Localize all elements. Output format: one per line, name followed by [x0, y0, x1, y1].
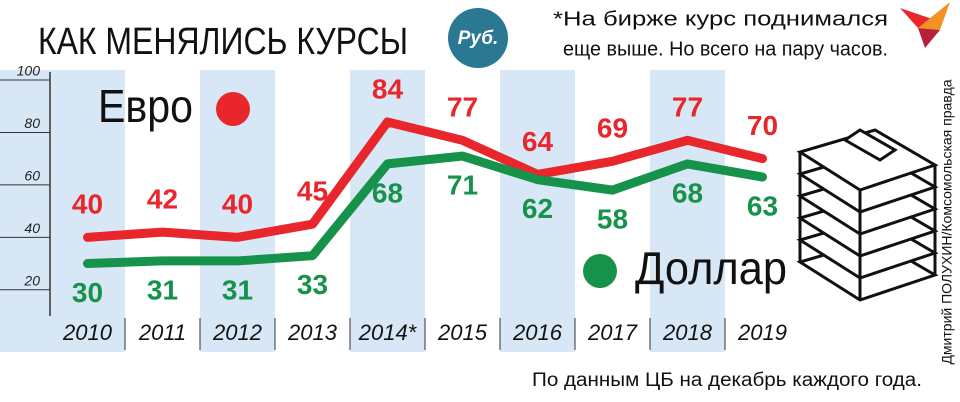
- credit: Дмитрий ПОЛУХИН/Комсомольская правда: [939, 79, 955, 364]
- legend-label: Доллар: [635, 242, 787, 294]
- x-tick-label: 2016: [512, 320, 563, 345]
- x-tick-label: 2012: [212, 320, 262, 345]
- x-tick-label: 2010: [62, 320, 113, 345]
- band: [575, 70, 650, 352]
- y-tick-label: 20: [23, 272, 40, 288]
- data-label: 42: [147, 183, 178, 214]
- data-label: 30: [72, 277, 103, 308]
- x-tick-label: 2018: [662, 320, 713, 345]
- y-tick-label: 80: [24, 115, 40, 131]
- note: *На бирже курс поднимался: [553, 8, 888, 30]
- badge-text: Руб.: [458, 28, 499, 49]
- x-tick-label: 2017: [587, 320, 638, 345]
- data-label: 33: [297, 269, 328, 300]
- band: [725, 70, 800, 352]
- data-label: 71: [447, 169, 478, 200]
- data-label: 31: [147, 274, 178, 305]
- x-tick-label: 2019: [737, 320, 787, 345]
- data-label: 68: [672, 177, 703, 208]
- data-label: 62: [522, 193, 553, 224]
- data-label: 45: [297, 176, 328, 207]
- source: По данным ЦБ на декабрь каждого года.: [532, 370, 922, 391]
- data-label: 69: [597, 113, 628, 144]
- x-tick-label: 2015: [437, 320, 488, 345]
- legend-marker: [583, 254, 617, 288]
- data-label: 84: [372, 73, 404, 104]
- band: [125, 70, 200, 352]
- legend-marker: [216, 92, 250, 126]
- data-label: 70: [747, 110, 778, 141]
- band: [275, 70, 350, 352]
- data-label: 68: [372, 177, 403, 208]
- series-line: [83, 117, 767, 242]
- data-label: 63: [747, 190, 778, 221]
- series-line: [83, 151, 767, 269]
- y-tick-label: 60: [24, 168, 40, 184]
- data-label: 77: [447, 92, 478, 123]
- data-label: 77: [672, 92, 703, 123]
- data-label: 40: [72, 189, 103, 220]
- money-icon: [796, 128, 939, 302]
- data-label: 64: [522, 126, 554, 157]
- legend-label: Евро: [98, 80, 193, 132]
- x-tick-label: 2011: [138, 320, 186, 345]
- y-tick-label: 100: [17, 63, 41, 79]
- note: еще выше. Но всего на пару часов.: [563, 38, 888, 60]
- x-tick-label: 2014*: [358, 320, 418, 345]
- data-label: 40: [222, 189, 253, 220]
- data-label: 31: [222, 274, 253, 305]
- badge: [448, 8, 508, 68]
- logo: [900, 2, 950, 48]
- chart-title: КАК МЕНЯЛИСЬ КУРСЫ: [38, 21, 408, 63]
- x-tick-label: 2013: [287, 320, 338, 345]
- y-tick-label: 40: [24, 220, 40, 236]
- band: [425, 70, 500, 352]
- data-label: 58: [597, 204, 628, 235]
